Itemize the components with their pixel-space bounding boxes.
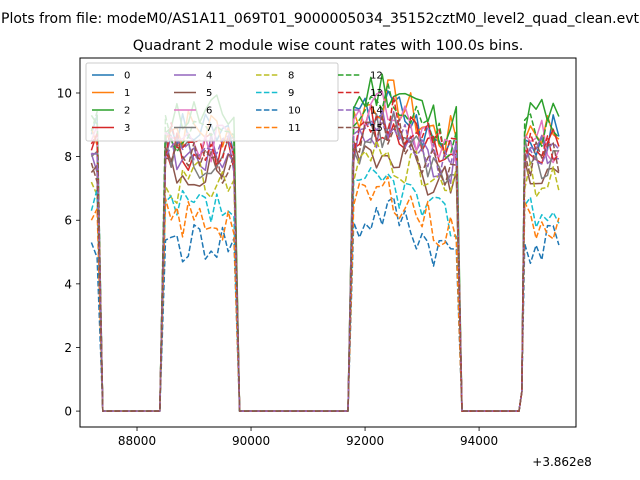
x-tick-label: 90000 (232, 434, 270, 448)
x-tick-label: 94000 (460, 434, 498, 448)
y-tick-label: 6 (64, 214, 72, 228)
legend-label-11: 11 (288, 123, 301, 134)
legend-box (85, 62, 339, 142)
y-tick-label: 10 (57, 86, 72, 100)
y-tick-label: 8 (64, 150, 72, 164)
legend-label-14: 14 (370, 106, 383, 117)
x-axis: 88000 90000 92000 94000 (118, 427, 498, 448)
suptitle: Plots from file: modeM0/AS1A11_069T01_90… (1, 11, 639, 27)
x-offset-text: +3.862e8 (532, 455, 591, 469)
legend-label-6: 6 (206, 106, 212, 117)
legend-label-9: 9 (288, 88, 294, 99)
series-line-15 (90, 115, 560, 412)
y-tick-label: 2 (64, 341, 72, 355)
legend-label-12: 12 (370, 71, 383, 82)
axes-frame (79, 57, 577, 428)
legend-label-13: 13 (370, 88, 383, 99)
legend-label-2: 2 (124, 106, 130, 117)
y-tick-label: 4 (64, 277, 72, 291)
legend-label-1: 1 (124, 88, 130, 99)
legend-label-5: 5 (206, 88, 212, 99)
legend-label-10: 10 (288, 106, 301, 117)
x-tick-label: 88000 (118, 434, 156, 448)
y-axis: 0 2 4 6 8 10 (57, 86, 80, 419)
legend-label-3: 3 (124, 123, 130, 134)
legend-label-7: 7 (206, 123, 212, 134)
chart-title: Quadrant 2 module wise count rates with … (133, 38, 524, 54)
y-tick-label: 0 (64, 405, 72, 419)
legend-label-8: 8 (288, 71, 294, 82)
legend-label-4: 4 (206, 71, 212, 82)
legend-label-0: 0 (124, 71, 130, 82)
legend-label-15: 15 (370, 123, 383, 134)
x-tick-label: 92000 (346, 434, 384, 448)
